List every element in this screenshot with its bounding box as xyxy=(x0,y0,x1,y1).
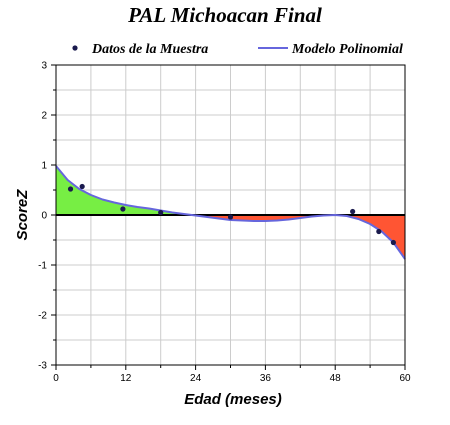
data-point xyxy=(376,228,382,235)
x-tick-label: 24 xyxy=(190,373,202,384)
area-below-zero xyxy=(56,215,405,259)
legend-label-line: Modelo Polinomial xyxy=(291,42,403,57)
x-tick-label: 0 xyxy=(53,373,59,384)
legend-label-points: Datos de la Muestra xyxy=(91,42,208,57)
model-curve xyxy=(55,165,406,260)
y-tick-label: 0 xyxy=(41,211,47,222)
area-above-zero xyxy=(56,166,405,215)
data-point xyxy=(227,214,234,220)
y-axis-label: ScoreZ xyxy=(14,189,31,241)
y-tick-label: 2 xyxy=(41,111,47,122)
y-tick-label: -3 xyxy=(38,361,47,372)
legend-marker-points xyxy=(72,45,78,51)
data-point xyxy=(158,209,164,216)
data-point xyxy=(79,183,85,190)
data-point xyxy=(120,206,126,212)
data-point xyxy=(390,239,396,246)
y-tick-label: 3 xyxy=(41,61,47,72)
x-tick-label: 36 xyxy=(260,373,272,384)
x-tick-label: 60 xyxy=(399,373,411,384)
y-tick-label: -1 xyxy=(38,261,47,272)
x-axis-label: Edad (meses) xyxy=(184,391,282,408)
y-tick-label: -2 xyxy=(38,311,47,322)
data-point xyxy=(350,208,356,215)
legend: Datos de la Muestra Modelo Polinomial xyxy=(72,42,403,57)
data-point xyxy=(67,186,74,192)
x-tick-label: 48 xyxy=(330,373,342,384)
x-tick-label: 12 xyxy=(120,373,132,384)
chart-title: PAL Michoacan Final xyxy=(127,3,322,27)
y-tick-label: 1 xyxy=(41,161,47,172)
